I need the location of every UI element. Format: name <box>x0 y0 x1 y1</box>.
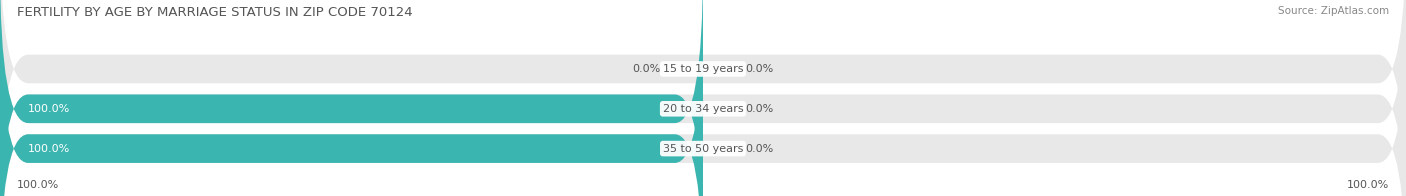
Text: 0.0%: 0.0% <box>745 144 773 154</box>
Text: 35 to 50 years: 35 to 50 years <box>662 144 744 154</box>
Text: 100.0%: 100.0% <box>1347 180 1389 190</box>
FancyBboxPatch shape <box>0 4 1406 196</box>
Text: 0.0%: 0.0% <box>633 64 661 74</box>
Text: 100.0%: 100.0% <box>28 104 70 114</box>
Text: 0.0%: 0.0% <box>745 64 773 74</box>
Text: 20 to 34 years: 20 to 34 years <box>662 104 744 114</box>
Text: 0.0%: 0.0% <box>745 104 773 114</box>
Text: 100.0%: 100.0% <box>17 180 59 190</box>
FancyBboxPatch shape <box>0 4 703 196</box>
Text: 15 to 19 years: 15 to 19 years <box>662 64 744 74</box>
Text: Source: ZipAtlas.com: Source: ZipAtlas.com <box>1278 6 1389 16</box>
Text: 100.0%: 100.0% <box>28 144 70 154</box>
FancyBboxPatch shape <box>0 0 703 196</box>
Text: FERTILITY BY AGE BY MARRIAGE STATUS IN ZIP CODE 70124: FERTILITY BY AGE BY MARRIAGE STATUS IN Z… <box>17 6 412 19</box>
